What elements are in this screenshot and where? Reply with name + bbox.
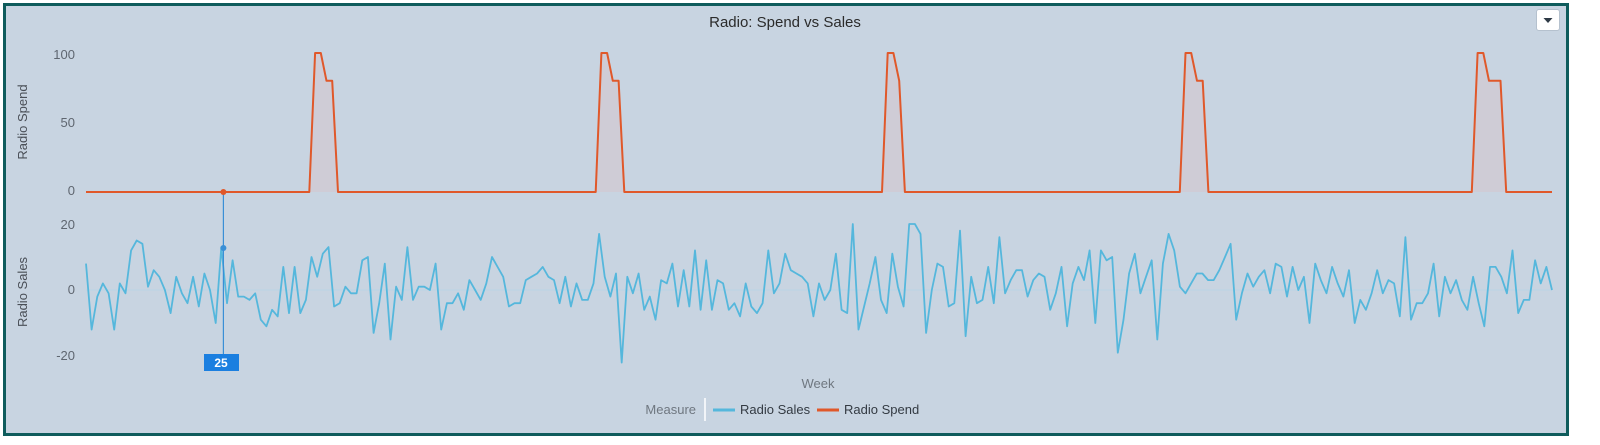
chart-title: Radio: Spend vs Sales bbox=[709, 14, 861, 31]
legend-title: Measure bbox=[645, 402, 696, 417]
chart-frame bbox=[3, 3, 1569, 436]
spend-panel bbox=[86, 52, 1552, 193]
radio-spend-area bbox=[86, 53, 1552, 192]
y-axis-label-sales: Radio Sales bbox=[15, 256, 30, 327]
chevron-down-icon bbox=[1543, 18, 1553, 23]
radio-sales-line bbox=[85, 223, 1553, 364]
sales-panel bbox=[85, 223, 1553, 364]
legend-label-radio-sales: Radio Sales bbox=[740, 402, 811, 417]
y-tick-sales-0: 0 bbox=[68, 282, 75, 297]
hover-x-label: 25 bbox=[214, 356, 228, 370]
chart-menu-button[interactable] bbox=[1536, 9, 1560, 31]
y-tick-sales-20: 20 bbox=[61, 217, 75, 232]
radio-spend-line bbox=[86, 52, 1552, 193]
y-axis-label-spend: Radio Spend bbox=[15, 84, 30, 159]
x-axis-label: Week bbox=[802, 376, 835, 391]
hover-marker-sales bbox=[220, 245, 227, 251]
legend-item-radio-sales[interactable]: Radio Sales bbox=[713, 402, 811, 417]
y-tick-spend-100: 100 bbox=[53, 47, 75, 62]
y-tick-spend-0: 0 bbox=[68, 183, 75, 198]
hover-x-badge bbox=[204, 354, 239, 371]
legend-label-radio-spend: Radio Spend bbox=[844, 402, 919, 417]
legend-item-radio-spend[interactable]: Radio Spend bbox=[817, 402, 919, 417]
y-tick-spend-50: 50 bbox=[61, 115, 75, 130]
y-tick-sales-neg20: -20 bbox=[56, 348, 75, 363]
radio-sales-zero-line bbox=[86, 289, 1552, 291]
hover-marker-spend bbox=[220, 189, 227, 195]
legend: Measure Radio Sales Radio Spend bbox=[645, 398, 919, 421]
hover-crosshair: 25 bbox=[204, 189, 239, 371]
